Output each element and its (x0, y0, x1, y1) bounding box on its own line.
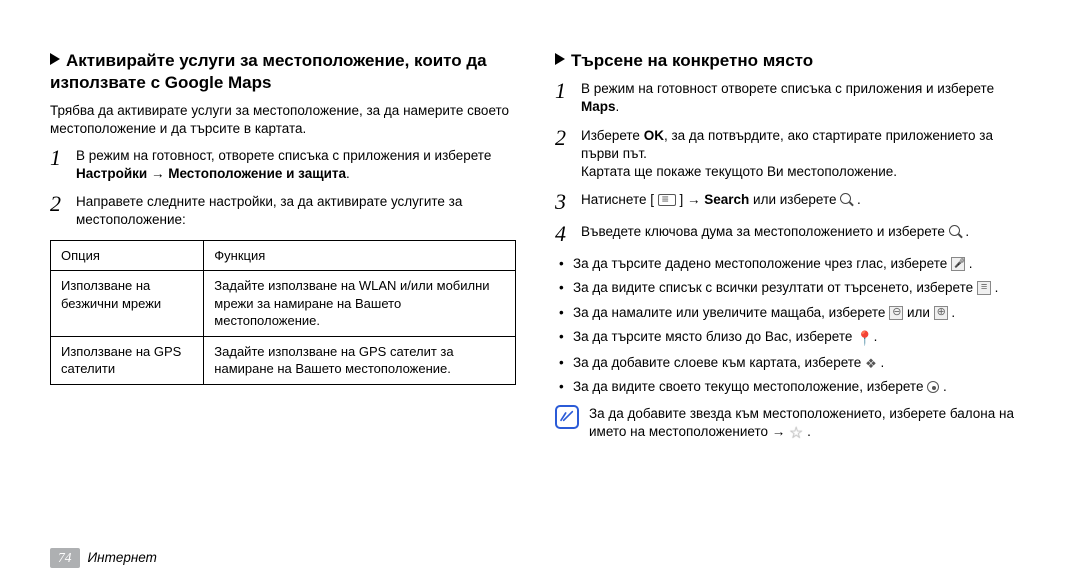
chevron-icon (50, 53, 60, 65)
note-box: За да добавите звезда към местоположение… (555, 405, 1030, 445)
section-title-right: Търсене на конкретно място (555, 50, 1030, 72)
options-table: Опция Функция Използване на безжични мре… (50, 240, 516, 385)
step-number: 4 (555, 223, 581, 245)
left-column: Активирайте услуги за местоположение, ко… (50, 50, 525, 520)
note-icon (555, 405, 579, 429)
step-body: Въведете ключова дума за местоположениет… (581, 223, 969, 245)
step-number: 1 (555, 80, 581, 116)
chevron-icon (555, 53, 565, 65)
bullet-list: За да търсите дадено местоположение чрез… (555, 255, 1030, 396)
step-text-after: . (346, 166, 350, 181)
table-cell: Задайте използване на WLAN и/или мобилни… (204, 271, 515, 337)
step: 3Натиснете [ ] → Search или изберете . (555, 191, 1030, 213)
intro-text: Трябва да активирате услуги за местополо… (50, 102, 525, 138)
step: 1В режим на готовност отворете списъка с… (555, 80, 1030, 116)
step: 4Въведете ключова дума за местоположение… (555, 223, 1030, 245)
table-cell: Използване на GPS сателити (51, 336, 204, 384)
right-column: Търсене на конкретно място 1В режим на г… (555, 50, 1030, 520)
bullet-item: За да намалите или увеличите мащаба, изб… (573, 304, 1030, 322)
bullet-item: За да добавите слоеве към картата, избер… (573, 354, 1030, 373)
page-footer: 74 Интернет (50, 548, 157, 568)
step-number: 3 (555, 191, 581, 213)
bullet-item: За да търсите място близо до Вас, избере… (573, 328, 1030, 348)
section-title-left: Активирайте услуги за местоположение, ко… (50, 50, 525, 94)
page-number: 74 (50, 548, 80, 568)
table-cell: Задайте използване на GPS сателит за нам… (204, 336, 515, 384)
step-body: Направете следните настройки, за да акти… (76, 193, 525, 229)
table-header-function: Функция (204, 240, 515, 271)
step-body: Изберете OK, за да потвърдите, ако старт… (581, 127, 1030, 182)
title-text: Търсене на конкретно място (571, 51, 813, 70)
bullet-item: За да търсите дадено местоположение чрез… (573, 255, 1030, 273)
step-number: 2 (50, 193, 76, 229)
bullet-item: За да видите своето текущо местоположени… (573, 378, 1030, 396)
step-bold: Настройки → Местоположение и защита (76, 166, 346, 181)
step-1: 1 В режим на готовност, отворете списъка… (50, 147, 525, 183)
step-2: 2 Направете следните настройки, за да ак… (50, 193, 525, 229)
step-body: Натиснете [ ] → Search или изберете . (581, 191, 861, 213)
title-text: Активирайте услуги за местоположение, ко… (50, 51, 487, 92)
table-cell: Използване на безжични мрежи (51, 271, 204, 337)
step-body: В режим на готовност отворете списъка с … (581, 80, 1030, 116)
section-name: Интернет (88, 550, 157, 565)
table-header-option: Опция (51, 240, 204, 271)
step-body: В режим на готовност, отворете списъка с… (76, 147, 525, 183)
step-number: 1 (50, 147, 76, 183)
bullet-item: За да видите списък с всички резултати о… (573, 279, 1030, 297)
note-text: За да добавите звезда към местоположение… (589, 405, 1030, 445)
step: 2Изберете OK, за да потвърдите, ако стар… (555, 127, 1030, 182)
step-number: 2 (555, 127, 581, 182)
step-text: В режим на готовност, отворете списъка с… (76, 148, 491, 163)
